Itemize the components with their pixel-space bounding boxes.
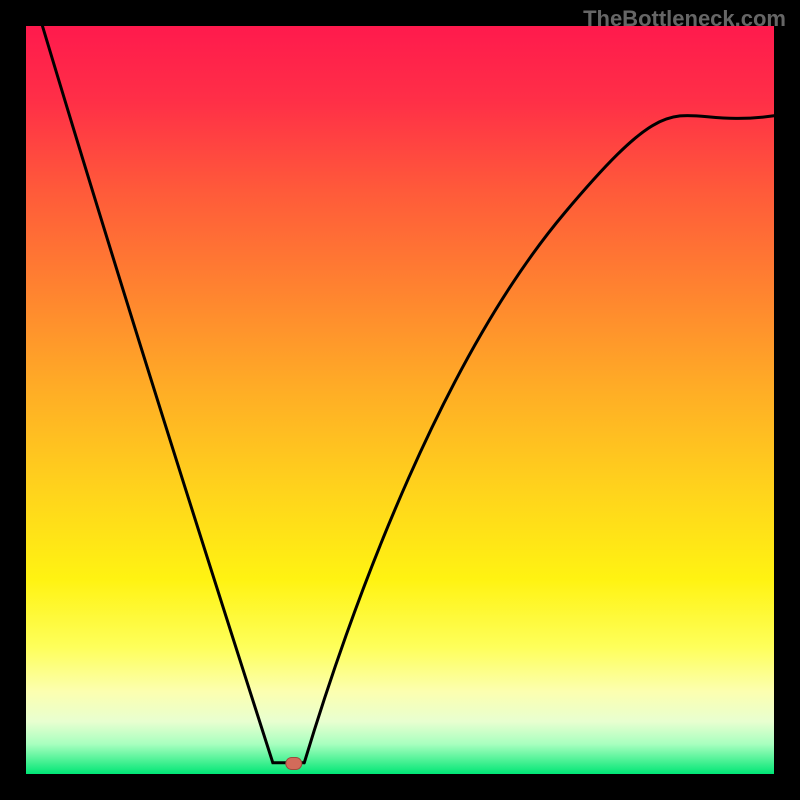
optimal-point-marker — [286, 758, 302, 770]
frame-border-left — [0, 0, 26, 800]
plot-gradient-background — [26, 26, 774, 774]
frame-border-right — [774, 0, 800, 800]
bottleneck-chart — [0, 0, 800, 800]
watermark-text: TheBottleneck.com — [583, 6, 786, 32]
frame-border-bottom — [0, 774, 800, 800]
